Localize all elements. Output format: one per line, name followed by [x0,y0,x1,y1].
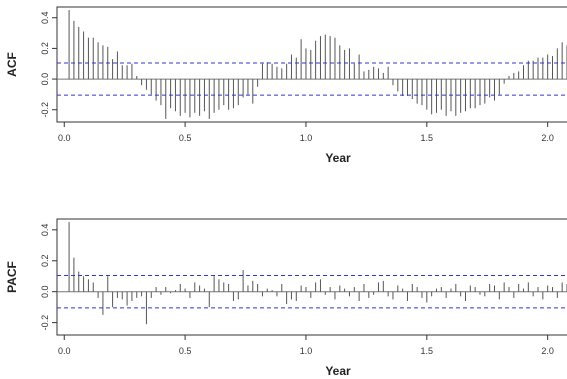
acf-y-tick-label: -0.2 [40,102,50,118]
pacf-x-tick-label: 2.0 [541,346,554,356]
pacf-x-tick-label: 1.5 [421,346,434,356]
pacf-x-axis-label: Year [325,364,351,378]
pacf-plot: 0.4 0.2 0.0 -0.2 0.0 0.5 1.0 1.5 2.0 Year PACF [5,218,567,378]
pacf-y-tick-label: 0.0 [40,285,50,298]
pacf-x-tick-label: 0.0 [58,346,71,356]
acf-plot-frame [56,6,567,123]
acf-y-tick-label: 0.4 [40,11,50,24]
pacf-x-tick-label: 0.5 [179,346,192,356]
acf-chart: 0.4 0.2 0.0 -0.2 0.0 0.5 1.0 1.5 2.0 Year ACF [0,0,567,170]
pacf-x-tick-label: 1.0 [300,346,313,356]
acf-y-tick-label: 0.2 [40,42,50,55]
acf-plot: 0.4 0.2 0.0 -0.2 0.0 0.5 1.0 1.5 2.0 Year ACF [5,6,567,165]
pacf-chart: 0.4 0.2 0.0 -0.2 0.0 0.5 1.0 1.5 2.0 Year PACF [0,210,567,379]
acf-x-tick-label: 2.0 [541,133,554,143]
pacf-y-axis-label: PACF [5,261,19,293]
acf-y-axis-label: ACF [5,52,19,77]
acf-x-tick-label: 1.0 [300,133,313,143]
acf-y-tick-label: 0.0 [40,73,50,86]
pacf-plot-frame [56,218,567,336]
acf-x-tick-label: 0.5 [179,133,192,143]
acf-x-axis-label: Year [325,151,351,165]
pacf-y-tick-label: 0.4 [40,224,50,237]
pacf-y-tick-label: 0.2 [40,255,50,268]
pacf-y-tick-label: -0.2 [40,315,50,331]
acf-x-tick-label: 0.0 [58,133,71,143]
acf-x-tick-label: 1.5 [421,133,434,143]
